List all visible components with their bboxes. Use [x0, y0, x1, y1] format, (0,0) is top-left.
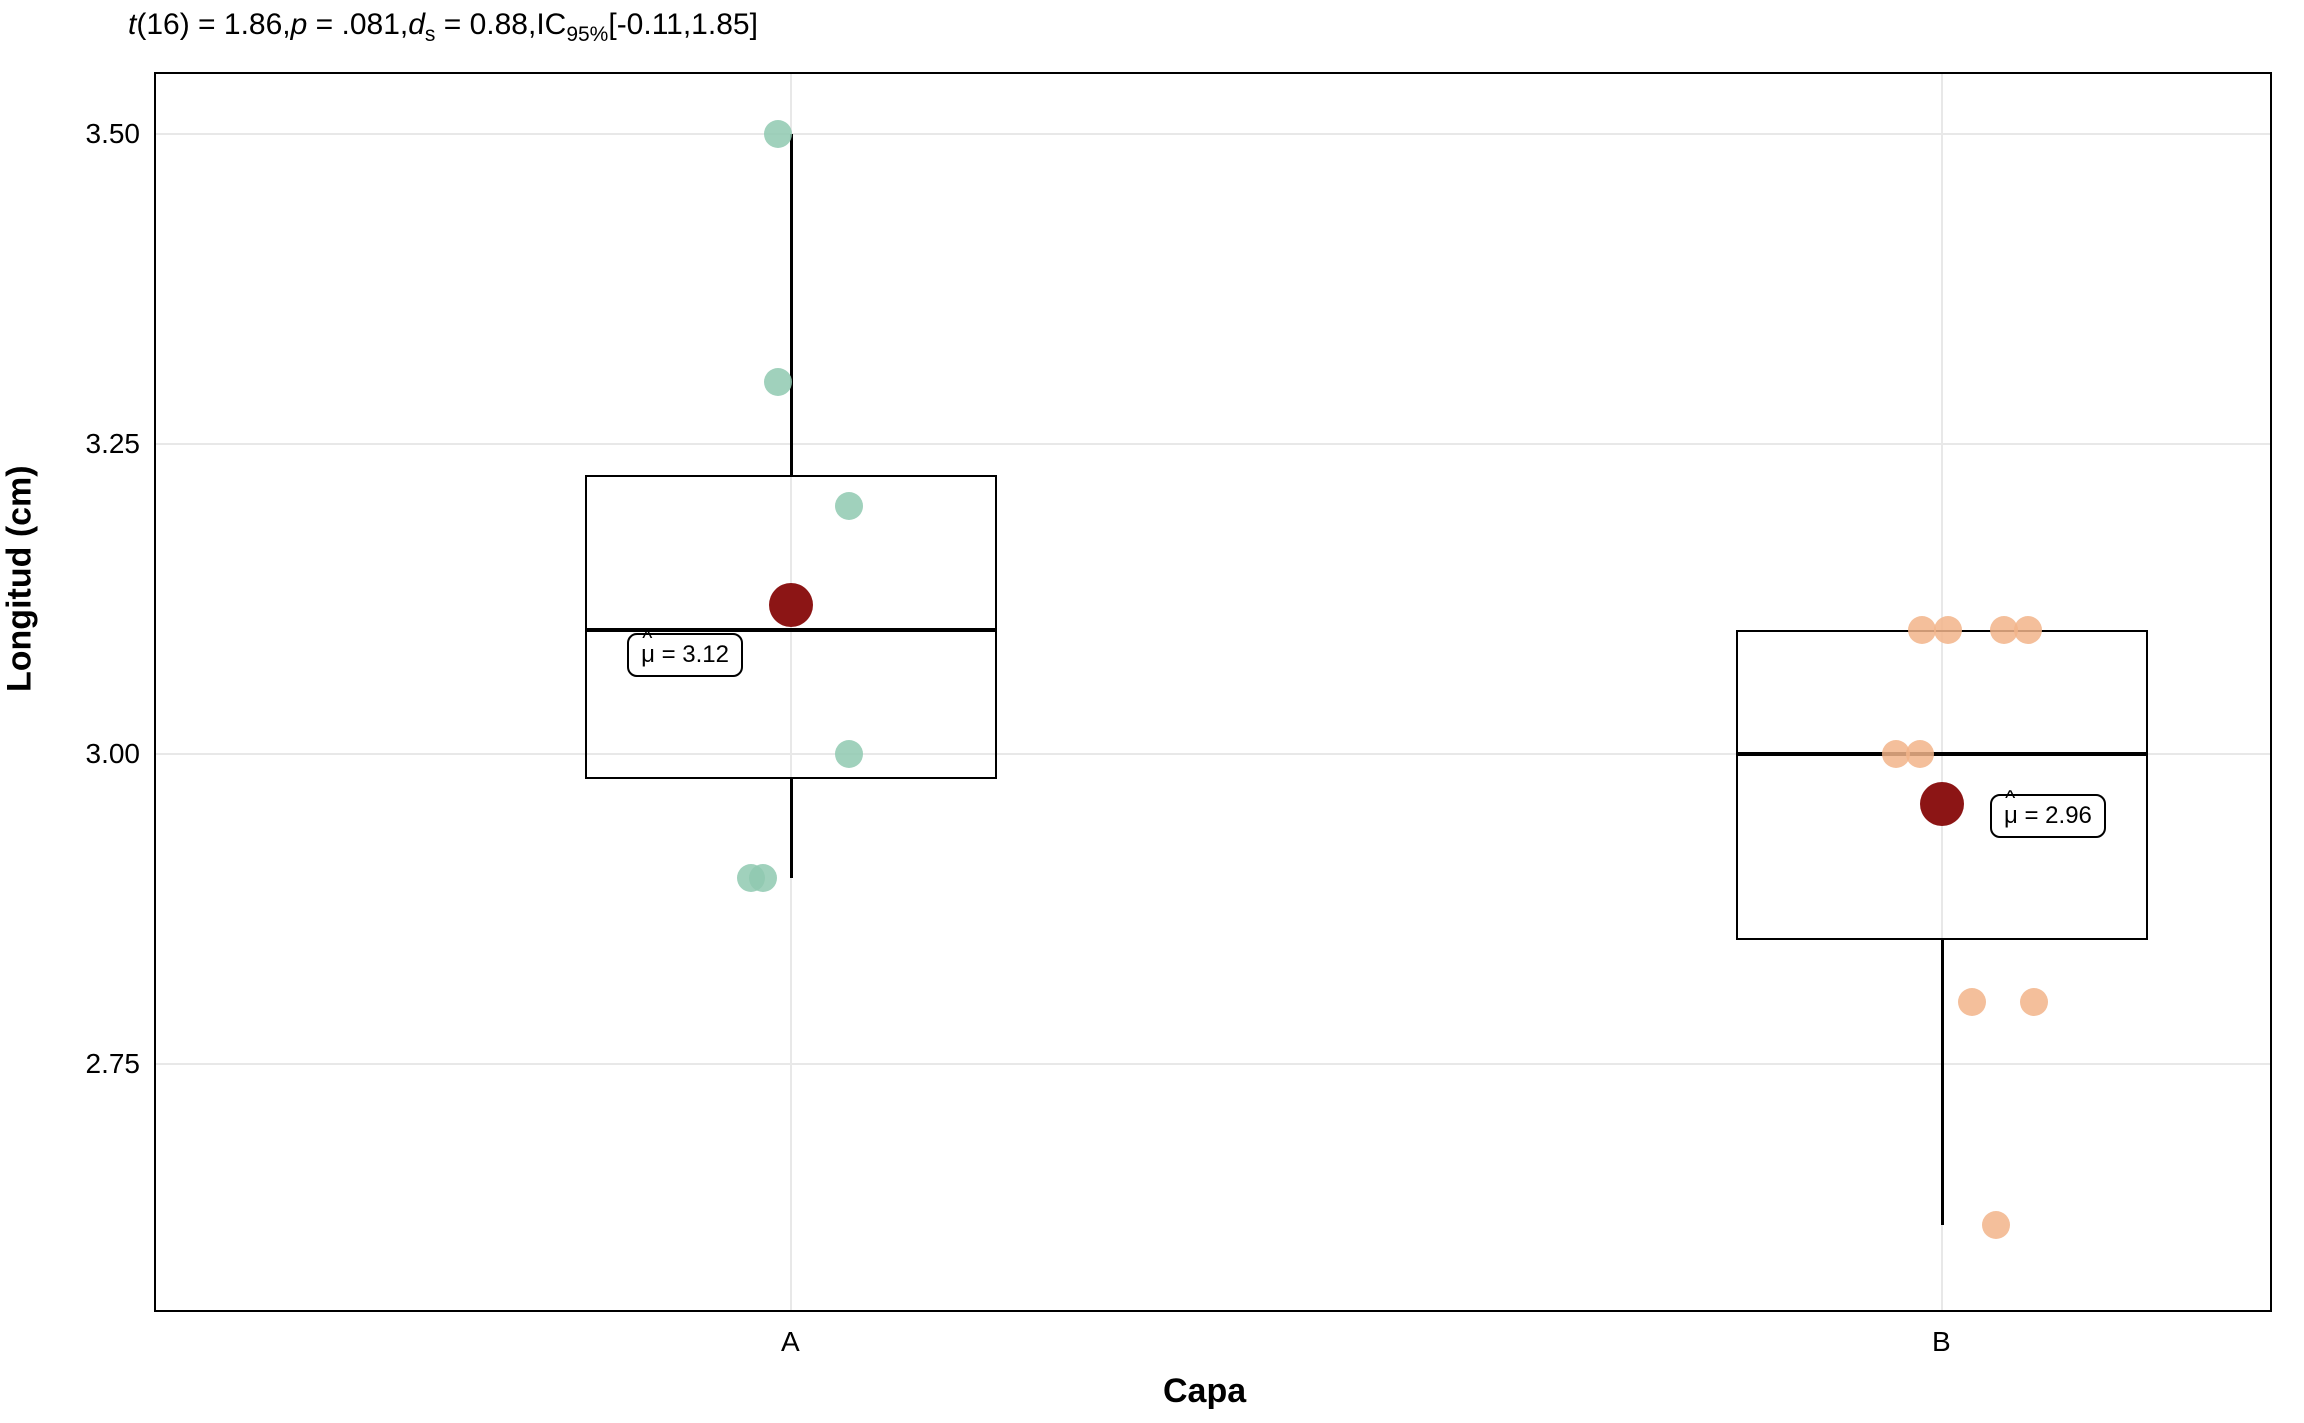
- y-tick-label: 2.75: [86, 1048, 141, 1080]
- whisker-low: [790, 779, 793, 878]
- jitter-point: [1908, 616, 1936, 644]
- jitter-point: [749, 864, 777, 892]
- y-axis-title: Longitud (cm): [1, 465, 40, 692]
- jitter-point: [764, 368, 792, 396]
- x-tick-label: A: [781, 1326, 800, 1358]
- whisker-high: [790, 134, 793, 475]
- boxplot-chart: t(16) = 1.86,p = .081,ds = 0.88,IC95%[-0…: [0, 0, 2304, 1423]
- x-axis-title: Capa: [1163, 1372, 1246, 1411]
- mean-label: μ = 2.96: [1990, 794, 2106, 838]
- jitter-point: [2014, 616, 2042, 644]
- mean-point: [1920, 782, 1964, 826]
- gridline-h: [154, 443, 2272, 445]
- jitter-point: [764, 120, 792, 148]
- jitter-point: [2020, 988, 2048, 1016]
- jitter-point: [1934, 616, 1962, 644]
- gridline-h: [154, 133, 2272, 135]
- jitter-point: [1982, 1211, 2010, 1239]
- y-tick-label: 3.25: [86, 428, 141, 460]
- y-tick-label: 3.50: [86, 118, 141, 150]
- whisker-low: [1941, 940, 1944, 1225]
- mean-label: μ = 3.12: [627, 633, 743, 677]
- jitter-point: [835, 740, 863, 768]
- jitter-point: [835, 492, 863, 520]
- y-tick-label: 3.00: [86, 738, 141, 770]
- x-tick-label: B: [1932, 1326, 1951, 1358]
- jitter-point: [1906, 740, 1934, 768]
- chart-subtitle: t(16) = 1.86,p = .081,ds = 0.88,IC95%[-0…: [128, 8, 758, 47]
- median-line: [1736, 752, 2148, 756]
- jitter-point: [1958, 988, 1986, 1016]
- mean-point: [769, 583, 813, 627]
- gridline-h: [154, 1063, 2272, 1065]
